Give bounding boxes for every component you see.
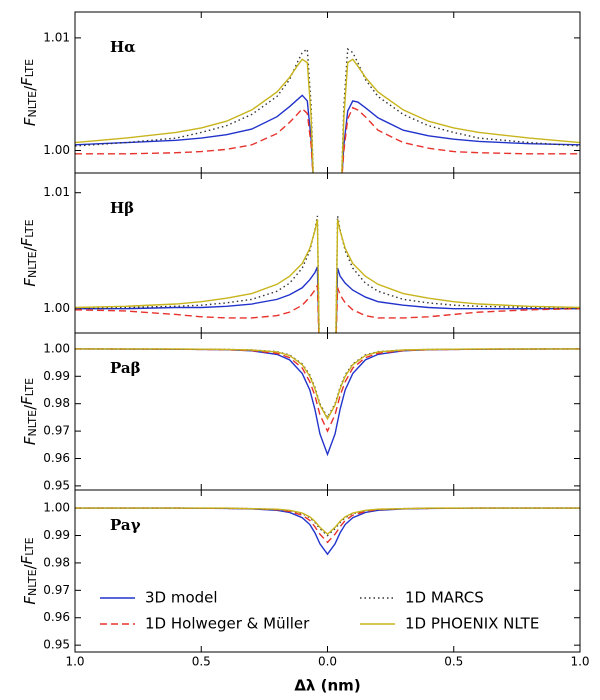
y-tick-label: 0.98 [43,396,70,410]
y-tick-label: 1.00 [43,501,70,515]
y-tick-label: 0.98 [43,555,70,569]
series-line [75,58,580,173]
y-tick-label: 0.96 [43,610,70,624]
y-tick-label: 1.01 [43,185,70,199]
y-axis-label-part: / [21,85,39,91]
y-axis-label-part: NLTE [26,251,39,278]
y-tick-label: 0.97 [43,583,70,597]
panel-label: Paγ [110,516,141,534]
series-line [75,106,580,173]
x-tick-label: 1.0 [570,655,589,669]
y-tick-label: 0.95 [43,638,70,652]
y-axis-label-part: NLTE [26,91,39,118]
y-axis-label-part: F [18,396,36,405]
y-axis-label-part: NLTE [26,410,39,437]
y-axis-label-part: LTE [23,59,36,77]
y-tick-label: 0.99 [43,369,70,383]
series-line [75,348,580,419]
y-axis-label-part: F [21,278,39,287]
series-line [75,507,580,536]
y-tick-label: 0.97 [43,424,70,438]
y-axis-label-part: / [21,404,39,410]
panel-label: Hβ [110,199,134,217]
y-tick-label: 1.00 [43,301,70,315]
legend-label: 1D Holweger & Müller [145,615,310,633]
y-tick-label: 1.00 [43,341,70,355]
y-axis-label-part: F [21,117,39,126]
y-tick-label: 0.96 [43,451,70,465]
plot-area [75,507,580,556]
series-line [75,507,580,544]
y-axis-label-part: F [21,436,39,445]
series-line [75,348,580,421]
x-tick-label: 0.0 [318,655,337,669]
panel-label: Paβ [110,359,141,377]
series-line [75,507,580,556]
y-axis-label-part: LTE [23,219,36,237]
series-line [75,507,580,537]
legend-label: 1D PHOENIX NLTE [405,615,539,633]
plot-area [75,47,580,173]
series-line [75,266,580,333]
y-axis-label-part: F [18,77,36,86]
panel-frame [74,11,581,174]
y-axis-label-part: LTE [23,378,36,396]
plot-area [75,348,580,457]
series-line [75,94,580,173]
y-axis-label-part: NLTE [26,569,39,596]
y-axis-label: FNLTE/FLTE [18,537,40,604]
x-tick-label: 0.5 [192,655,211,669]
y-tick-label: 1.00 [43,143,70,157]
y-tick-label: 0.99 [43,528,70,542]
panel-frame [74,489,581,653]
y-axis-label: FNLTE/FLTE [18,219,40,286]
panel-label: Hα [110,38,136,56]
series-line [75,47,580,173]
y-axis-label-part: F [18,555,36,564]
y-axis-label-part: / [21,245,39,251]
y-axis-label-part: F [18,237,36,246]
plot-area [75,215,580,333]
y-axis-label-part: LTE [23,537,36,555]
y-axis-label: FNLTE/FLTE [18,59,40,126]
y-axis-label-part: / [21,563,39,569]
y-tick-label: 0.95 [43,478,70,492]
y-tick-label: 1.01 [43,30,70,44]
legend-label: 1D MARCS [405,589,484,607]
series-line [75,219,580,333]
series-line [75,348,580,457]
y-axis-label: FNLTE/FLTE [18,378,40,445]
series-line [75,348,580,433]
series-line [75,282,580,333]
panel-frame [74,332,581,491]
y-axis-label-part: F [21,596,39,605]
x-tick-label: 0.5 [444,655,463,669]
legend-label: 3D model [145,589,218,607]
x-axis-label: Δλ (nm) [294,677,360,695]
x-tick-label: 1.0 [65,655,84,669]
